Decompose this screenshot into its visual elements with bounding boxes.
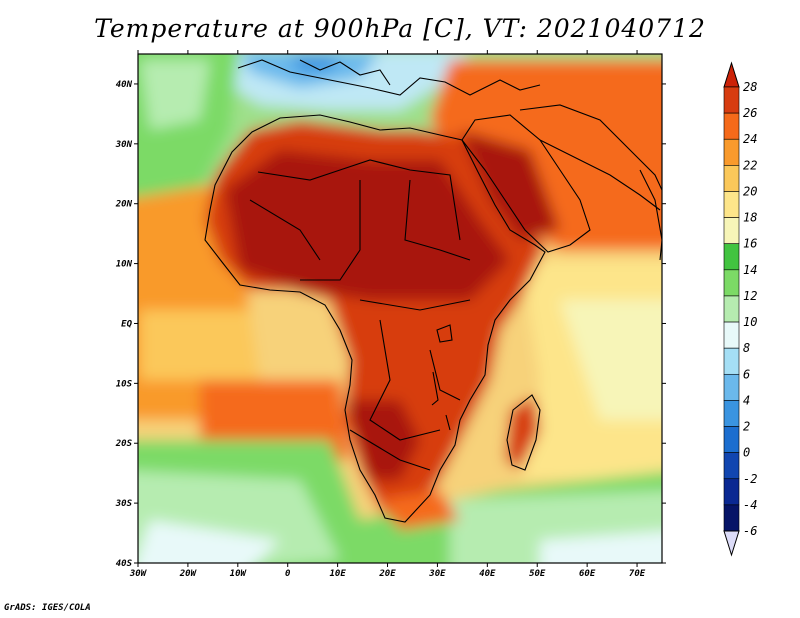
- colorbar-segment: [723, 504, 740, 532]
- map-title: Temperature at 900hPa [C], VT: 202104071…: [94, 14, 706, 43]
- credit-text: GrADS: IGES/COLA: [4, 603, 91, 613]
- colorbar-label: 26: [743, 106, 757, 120]
- colorbar-under-triangle: [723, 530, 740, 557]
- colorbar-segment: [723, 217, 740, 245]
- lon-tick-label: 20W: [179, 569, 198, 579]
- lon-tick-label: 40E: [479, 569, 496, 579]
- coastlines: [204, 59, 662, 523]
- colorbar-label: 6: [743, 367, 750, 381]
- colorbar-segment: [723, 165, 740, 192]
- plot-frame: [137, 53, 663, 564]
- colorbar-label: 24: [743, 132, 757, 146]
- lat-tick-label: EQ: [121, 319, 132, 329]
- colorbar-label: 18: [743, 211, 757, 225]
- colorbar-label: 10: [743, 315, 757, 329]
- colorbar-segment: [723, 321, 740, 349]
- colorbar-label: 22: [743, 158, 757, 172]
- colorbar-label: 8: [743, 341, 750, 355]
- colorbar-label: 2: [743, 420, 750, 434]
- colorbar-segment: [723, 373, 740, 401]
- temperature-field: [138, 54, 662, 563]
- lon-tick-label: 30E: [428, 569, 446, 579]
- colorbar-segment: [723, 86, 740, 114]
- lon-tick-label: 10W: [230, 569, 248, 579]
- colorbar-segment: [723, 191, 740, 218]
- lon-tick-label: 70E: [629, 569, 646, 579]
- colorbar-label: 14: [743, 263, 757, 277]
- colorbar-segment: [723, 112, 740, 140]
- lon-tick-label: 50E: [529, 569, 546, 579]
- colorbar-label: 16: [743, 237, 757, 251]
- colorbar-segment: [723, 295, 740, 323]
- lat-tick-label: 40S: [116, 559, 133, 569]
- colorbar-label: -2: [743, 472, 757, 486]
- lon-tick-label: 60E: [579, 569, 596, 579]
- colorbar-segment: [723, 347, 740, 375]
- colorbar-segment: [723, 400, 740, 427]
- lat-tick-label: 20N: [115, 200, 133, 210]
- colorbar-label: 12: [743, 289, 757, 303]
- lat-tick-label: 40N: [116, 80, 133, 90]
- lat-tick-label: 10N: [116, 260, 133, 270]
- lat-tick-label: 30N: [115, 140, 133, 150]
- colorbar-segment: [723, 243, 740, 271]
- lat-tick-label: 30S: [115, 499, 133, 509]
- colorbar-label: 0: [743, 446, 750, 460]
- colorbar-segment: [723, 269, 740, 297]
- colorbar-over-triangle: [723, 61, 740, 88]
- colorbar-label: 28: [743, 80, 757, 94]
- map-axes: 30W 20W 10W 0 10E 20E 30E 40E 50E 60E 70E 40N 30N 20N…: [115, 50, 666, 579]
- lon-tick-label: 0: [285, 569, 291, 579]
- colorbar-label: -6: [743, 524, 757, 538]
- colorbar-segment: [723, 426, 740, 453]
- colorbar-segment: [723, 478, 740, 506]
- colorbar-label: -4: [743, 498, 757, 512]
- lat-tick-label: 20S: [115, 439, 133, 449]
- colorbar-label: 4: [743, 393, 750, 407]
- lon-tick-label: 10E: [329, 569, 346, 579]
- lat-tick-label: 10S: [116, 379, 133, 389]
- colorbar-segment: [723, 452, 740, 480]
- lon-tick-label: 20E: [378, 569, 396, 579]
- colorbar-segment: [723, 138, 740, 166]
- colorbar-label: 20: [743, 184, 757, 198]
- lon-tick-label: 30W: [129, 569, 148, 579]
